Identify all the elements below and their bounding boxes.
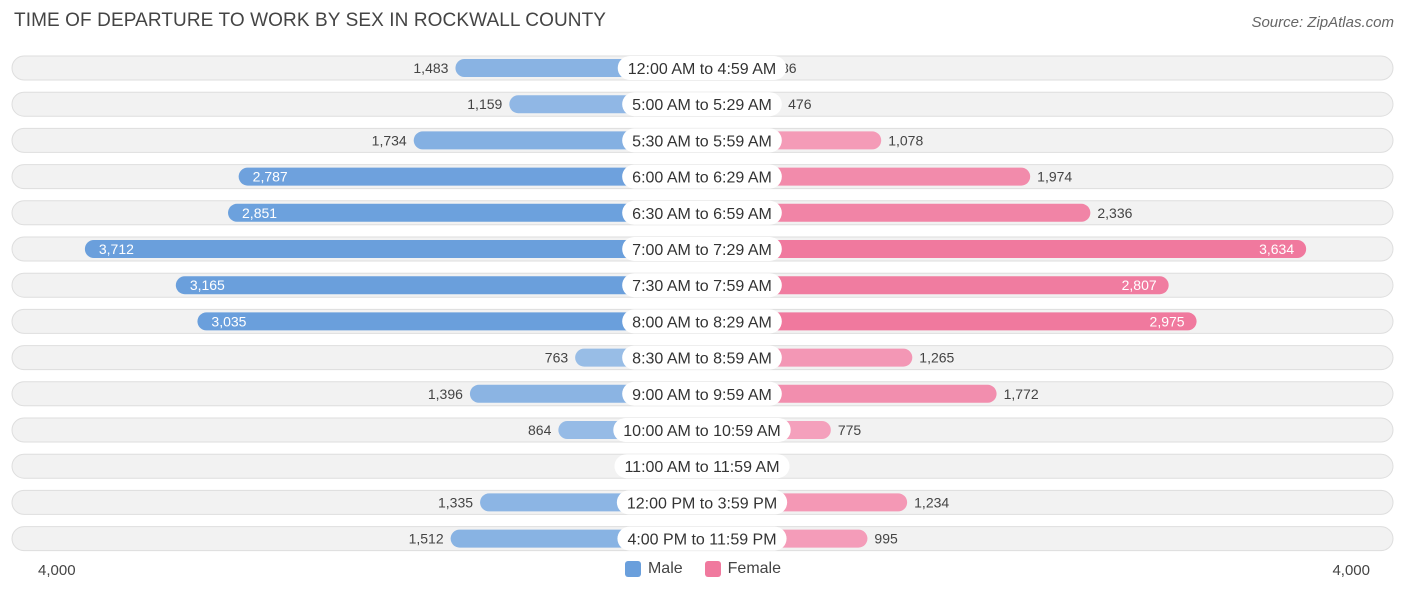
category-label: 12:00 PM to 3:59 PM — [627, 495, 777, 512]
chart-row: 1,48338612:00 AM to 4:59 AM — [11, 55, 1394, 81]
chart-row: 3,712 3,634 7:00 AM to 7:29 AM — [11, 236, 1394, 262]
chart-row: 864 775 10:00 AM to 10:59 AM — [11, 417, 1394, 443]
value-label-female: 1,078 — [888, 132, 923, 148]
category-label-pill — [622, 237, 782, 261]
value-label-male: 864 — [528, 422, 552, 438]
category-label-pill — [622, 273, 782, 298]
value-label-male: 3,035 — [211, 313, 246, 329]
category-label-pill — [617, 526, 787, 551]
value-label-male: 1,159 — [467, 96, 502, 112]
value-label-female: 775 — [838, 422, 862, 438]
bar-male — [84, 240, 702, 258]
value-label-male: 1,734 — [372, 132, 407, 148]
bar-male — [175, 276, 703, 295]
legend-label-female: Female — [727, 560, 782, 577]
value-label-female: 1,234 — [914, 494, 949, 510]
value-label-female: 1,265 — [919, 350, 954, 366]
category-label-pill — [622, 381, 782, 406]
value-label-male: 1,512 — [409, 531, 444, 547]
x-axis-tick-left: 4,000 — [38, 562, 76, 579]
chart-row: 3,165 2,807 7:30 AM to 7:59 AM — [11, 272, 1394, 298]
chart-row: 1,512 995 4:00 PM to 11:59 PM — [11, 526, 1394, 552]
category-label: 6:00 AM to 6:29 AM — [632, 170, 772, 187]
chart-title: TIME OF DEPARTURE TO WORK BY SEX IN ROCK… — [14, 10, 607, 31]
chart-row: 1,335 1,234 12:00 PM to 3:59 PM — [11, 489, 1394, 515]
category-label: 5:30 AM to 5:59 AM — [632, 133, 772, 150]
bar-female — [702, 240, 1307, 258]
bar-female — [702, 312, 1197, 331]
category-label: 7:00 AM to 7:29 AM — [632, 242, 772, 259]
value-label-male: 1,335 — [438, 494, 473, 510]
value-label-female: 1,974 — [1037, 169, 1072, 185]
bar-male — [228, 203, 703, 222]
legend-swatch-male — [624, 561, 641, 577]
value-label-female: 1,772 — [1004, 386, 1039, 402]
source-label: Source: ZipAtlas.com — [1251, 14, 1394, 31]
category-label-pill — [622, 128, 782, 153]
value-label-female: 3,634 — [1259, 241, 1294, 257]
chart-row: 2,787 1,974 6:00 AM to 6:29 AM — [11, 164, 1394, 190]
bar-female — [702, 276, 1169, 295]
value-label-female: 995 — [874, 531, 898, 547]
category-label: 8:00 AM to 8:29 AM — [632, 314, 772, 331]
category-label: 8:30 AM to 8:59 AM — [632, 351, 772, 368]
value-label-male: 3,165 — [190, 277, 225, 293]
value-label-male: 2,851 — [242, 205, 277, 221]
category-label-pill — [613, 418, 791, 442]
category-label-pill — [622, 200, 782, 225]
value-label-female: 2,975 — [1150, 313, 1185, 329]
value-label-male: 1,483 — [413, 60, 448, 76]
category-label-pill — [617, 56, 787, 80]
category-label-pill — [622, 92, 782, 117]
chart-row: 2,851 2,336 6:30 AM to 6:59 AM — [11, 200, 1394, 226]
chart-row: 1,734 1,078 5:30 AM to 5:59 AM — [11, 127, 1394, 153]
chart-row: 19218411:00 AM to 11:59 AM — [11, 453, 1394, 479]
chart-row: 1,396 1,772 9:00 AM to 9:59 AM — [11, 381, 1394, 407]
legend-swatch-female — [704, 561, 721, 577]
category-label-pill — [622, 345, 782, 370]
x-axis-tick-right: 4,000 — [1332, 562, 1370, 579]
category-label-pill — [622, 309, 782, 334]
category-label: 10:00 AM to 10:59 AM — [623, 423, 780, 440]
category-label-pill — [614, 454, 790, 479]
chart-row: 3,035 2,975 8:00 AM to 8:29 AM — [11, 308, 1394, 334]
category-label: 12:00 AM to 4:59 AM — [628, 61, 777, 78]
legend-item-male: Male — [624, 560, 683, 578]
category-label: 11:00 AM to 11:59 AM — [624, 459, 779, 476]
category-label-pill — [616, 490, 788, 515]
category-label: 7:30 AM to 7:59 AM — [632, 278, 772, 295]
legend-item-female: Female — [704, 560, 782, 578]
value-label-female: 2,336 — [1097, 205, 1132, 221]
category-label: 6:30 AM to 6:59 AM — [632, 206, 772, 223]
category-label: 5:00 AM to 5:29 AM — [632, 97, 772, 114]
chart-row: 1,159 476 5:00 AM to 5:29 AM — [11, 91, 1394, 117]
bar-female — [702, 203, 1091, 222]
value-label-male: 763 — [545, 350, 569, 366]
chart-row: 763 1,265 8:30 AM to 8:59 AM — [11, 345, 1394, 371]
bar-female — [702, 167, 1031, 186]
value-label-female: 476 — [788, 96, 812, 112]
value-label-female: 2,807 — [1122, 277, 1157, 293]
bar-male — [238, 167, 702, 186]
bar-male — [197, 312, 702, 331]
legend-label-male: Male — [647, 560, 683, 577]
value-label-male: 2,787 — [253, 169, 288, 185]
legend: Male Female — [0, 560, 1406, 578]
category-label: 4:00 PM to 11:59 PM — [627, 532, 776, 549]
category-label-pill — [622, 164, 782, 189]
value-label-male: 1,396 — [428, 386, 463, 402]
category-label: 9:00 AM to 9:59 AM — [632, 387, 772, 404]
value-label-male: 3,712 — [99, 241, 134, 257]
